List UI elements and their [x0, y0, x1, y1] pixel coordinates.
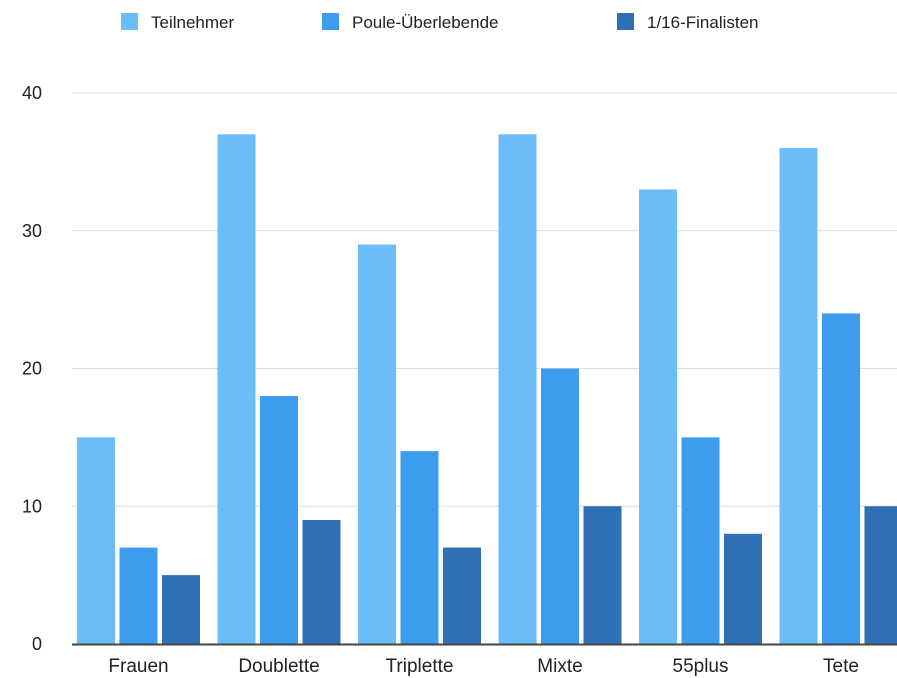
y-tick-label: 20: [22, 359, 42, 379]
x-axis-labels: Frauen Doublette Triplette Mixte 55plus Tete: [108, 656, 859, 677]
legend-swatch: [617, 13, 634, 30]
bar-tete-2: [822, 313, 860, 644]
bar-frauen-1: [77, 437, 115, 644]
x-tick-label: Mixte: [537, 656, 582, 677]
bars: [77, 134, 897, 645]
legend-swatch: [121, 13, 138, 30]
bar-doublette-3: [302, 520, 341, 644]
bar-mixte-1: [498, 134, 537, 644]
y-axis-ticks: 0 10 20 30 40: [22, 83, 42, 654]
x-tick-label: 55plus: [673, 656, 729, 677]
legend-swatch: [322, 13, 339, 30]
legend-label: Teilnehmer: [151, 13, 234, 32]
legend-label: Poule-Überlebende: [352, 13, 499, 32]
bar-frauen-2: [119, 547, 158, 644]
bar-doublette-1: [217, 134, 256, 644]
bar-triplette-2: [400, 451, 439, 644]
y-tick-label: 30: [22, 221, 42, 241]
bar-mixte-3: [583, 506, 622, 644]
legend: Teilnehmer Poule-Überlebende 1/16-Finalist…: [121, 13, 759, 32]
x-tick-label: Triplette: [386, 656, 454, 677]
bar-triplette-1: [358, 244, 396, 644]
bar-tete-3: [864, 506, 897, 644]
bar-mixte-2: [541, 368, 579, 644]
bar-triplette-3: [443, 547, 481, 644]
bar-tete-1: [779, 148, 818, 644]
bar-55plus-3: [724, 533, 762, 644]
bar-55plus-2: [681, 437, 720, 644]
bar-55plus-1: [639, 189, 677, 645]
y-tick-label: 0: [32, 634, 42, 654]
x-tick-label: Doublette: [238, 656, 319, 677]
y-tick-label: 40: [22, 83, 42, 103]
gridlines: [72, 92, 897, 507]
bar-doublette-2: [260, 396, 298, 644]
x-tick-label: Frauen: [108, 656, 168, 677]
y-tick-label: 10: [22, 496, 42, 516]
bar-frauen-3: [162, 575, 200, 644]
legend-label: 1/16-Finalisten: [647, 13, 759, 32]
x-tick-label: Tete: [823, 656, 859, 677]
